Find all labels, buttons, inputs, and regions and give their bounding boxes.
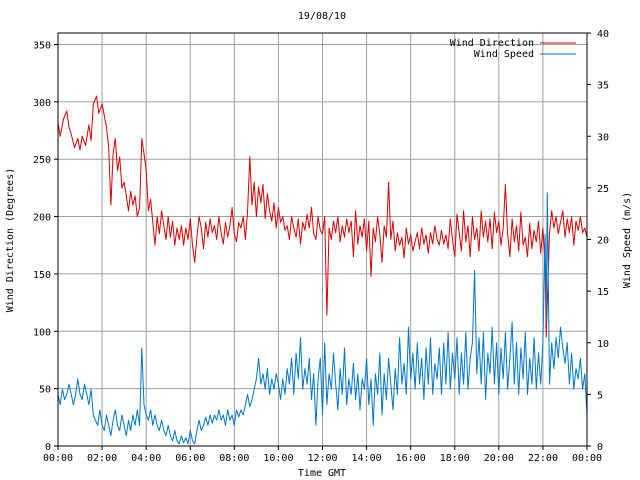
y-left-axis-label: Wind Direction (Degrees) — [5, 168, 16, 313]
y-left-tick-label: 350 — [33, 40, 51, 51]
legend-label-wind-direction: Wind Direction — [450, 38, 534, 49]
series-line-wind-direction — [57, 95, 588, 338]
tick-labels: 00:00 02:00 04:00 06:00 08:00 10:00 12:00 14:00… — [33, 29, 609, 464]
x-tick-label: 18:00 — [440, 453, 470, 464]
y-right-tick-label: 40 — [597, 29, 609, 40]
series-line-wind-speed — [57, 192, 588, 445]
x-tick-label: 10:00 — [263, 453, 293, 464]
y-right-tick-label: 10 — [597, 339, 609, 350]
x-tick-label: 02:00 — [87, 453, 117, 464]
y-left-tick-label: 50 — [39, 385, 51, 396]
x-tick-label: 12:00 — [307, 453, 337, 464]
x-tick-label: 20:00 — [484, 453, 514, 464]
y-right-tick-label: 30 — [597, 132, 609, 143]
y-right-tick-label: 25 — [597, 184, 609, 195]
y-right-tick-label: 5 — [597, 390, 603, 401]
x-tick-label: 00:00 — [572, 453, 602, 464]
x-axis-label: Time GMT — [298, 468, 346, 479]
y-right-tick-label: 15 — [597, 287, 609, 298]
legend-label-wind-speed: Wind Speed — [474, 49, 534, 60]
x-tick-label: 14:00 — [352, 453, 382, 464]
y-left-tick-label: 300 — [33, 98, 51, 109]
y-right-tick-label: 0 — [597, 442, 603, 453]
y-right-axis-label: Wind Speed (m/s) — [622, 192, 633, 288]
x-tick-label: 08:00 — [219, 453, 249, 464]
y-left-tick-label: 200 — [33, 213, 51, 224]
series-layer — [57, 95, 588, 445]
y-left-tick-label: 250 — [33, 155, 51, 166]
x-tick-label: 06:00 — [175, 453, 205, 464]
y-left-tick-label: 150 — [33, 270, 51, 281]
x-tick-label: 00:00 — [43, 453, 73, 464]
y-left-tick-label: 100 — [33, 327, 51, 338]
y-right-tick-label: 20 — [597, 236, 609, 247]
x-tick-label: 16:00 — [396, 453, 426, 464]
x-tick-label: 22:00 — [528, 453, 558, 464]
chart-title: 19/08/10 — [298, 11, 346, 22]
x-tick-label: 04:00 — [131, 453, 161, 464]
grid-lines — [58, 33, 587, 446]
y-right-tick-label: 35 — [597, 81, 609, 92]
y-left-tick-label: 0 — [45, 442, 51, 453]
legend: Wind Direction Wind Speed — [450, 38, 576, 60]
